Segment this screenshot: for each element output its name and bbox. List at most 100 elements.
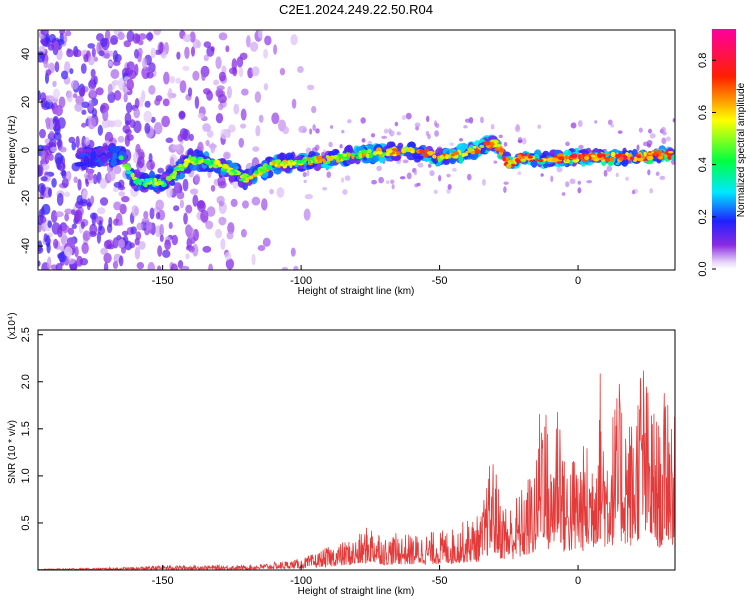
- noise-blob: [625, 176, 630, 181]
- noise-blob: [99, 197, 109, 206]
- noise-blob: [64, 213, 70, 222]
- ridge-core-blob: [635, 153, 639, 157]
- noise-blob: [262, 237, 271, 247]
- ridge-core-blob: [289, 162, 293, 169]
- ridge-core-blob: [633, 156, 638, 162]
- noise-blob: [197, 112, 205, 119]
- noise-blob: [97, 124, 103, 136]
- noise-blob: [143, 110, 153, 123]
- x-tick-label: 0: [575, 275, 581, 287]
- noise-blob: [67, 236, 75, 248]
- noise-blob: [189, 31, 196, 43]
- noise-blob: [66, 49, 74, 58]
- noise-blob: [194, 173, 201, 184]
- noise-blob: [399, 176, 406, 180]
- noise-blob: [154, 98, 161, 106]
- noise-blob: [160, 51, 167, 59]
- colorbar-ticks: 0.0 0.2 0.4 0.6 0.8: [697, 53, 716, 277]
- noise-blob: [240, 228, 247, 238]
- ridge-core-blob: [197, 156, 203, 160]
- ridge-core-blob: [657, 155, 664, 160]
- noise-blob: [617, 130, 623, 134]
- ridge-core-blob: [189, 156, 197, 162]
- noise-blob: [263, 83, 269, 91]
- noise-blob: [376, 165, 382, 172]
- ridge-core-blob: [410, 150, 415, 154]
- noise-blob: [303, 179, 307, 183]
- ridge-core-blob: [391, 148, 399, 152]
- noise-blob: [570, 122, 577, 129]
- noise-blob: [90, 90, 97, 98]
- noise-blob: [100, 38, 108, 48]
- noise-blob: [53, 238, 59, 249]
- noise-blob: [263, 48, 269, 59]
- noise-blob: [149, 207, 155, 220]
- ridge-core-blob: [606, 153, 611, 156]
- noise-blob: [251, 66, 260, 77]
- noise-blob: [169, 75, 176, 84]
- ridge-core-blob: [653, 151, 658, 157]
- noise-blob: [83, 53, 89, 63]
- x-tick-label: -100: [290, 575, 312, 587]
- noise-blob: [168, 221, 173, 230]
- noise-blob: [124, 129, 132, 135]
- noise-blob: [192, 194, 199, 207]
- noise-blob: [126, 78, 134, 91]
- ridge-core-blob: [291, 161, 296, 166]
- noise-blob: [188, 245, 195, 253]
- noise-blob: [236, 56, 244, 68]
- noise-blob: [426, 115, 430, 123]
- noise-blob: [672, 118, 675, 123]
- ridge-core-blob: [557, 156, 565, 161]
- noise-blob: [254, 91, 262, 103]
- noise-blob: [40, 176, 48, 182]
- ridge-core-blob: [643, 151, 647, 157]
- noise-blob: [231, 58, 238, 71]
- noise-blob: [210, 184, 216, 192]
- noise-blob: [459, 137, 463, 142]
- ridge-core-blob: [266, 165, 273, 171]
- noise-blob: [98, 50, 105, 57]
- noise-blob: [92, 173, 98, 185]
- ridge-core-blob: [262, 165, 266, 171]
- ridge-blob: [84, 148, 92, 153]
- noise-blob: [58, 96, 66, 109]
- ridge-blob: [228, 174, 235, 183]
- noise-blob: [311, 105, 317, 114]
- noise-blob: [446, 188, 451, 194]
- noise-blob: [215, 56, 222, 70]
- noise-blob: [73, 176, 79, 184]
- ridge-core-blob: [341, 157, 348, 161]
- noise-blob: [606, 165, 613, 172]
- noise-blob: [84, 137, 91, 146]
- noise-blob: [60, 70, 69, 80]
- noise-blob: [81, 242, 89, 254]
- noise-blob: [138, 33, 147, 40]
- noise-blob: [381, 135, 388, 139]
- ridge-blob: [285, 167, 291, 173]
- noise-blob: [206, 206, 216, 217]
- noise-blob: [163, 71, 170, 85]
- ridge-core-blob: [609, 156, 615, 162]
- noise-blob: [93, 75, 98, 86]
- noise-blob: [170, 156, 175, 168]
- ridge-core-blob: [510, 163, 516, 167]
- noise-blob: [342, 189, 348, 195]
- noise-blob: [416, 182, 421, 187]
- noise-blob: [215, 113, 224, 124]
- noise-blob: [69, 262, 78, 270]
- ridge-blob: [671, 154, 675, 160]
- noise-blob: [90, 68, 96, 78]
- noise-blob: [481, 178, 486, 186]
- noise-blob: [142, 57, 148, 70]
- ridge-core-blob: [520, 157, 527, 162]
- snr-x-axis: -150 -100 -50 0: [152, 565, 581, 587]
- ridge-core-blob: [173, 174, 177, 177]
- noise-blob: [138, 96, 144, 108]
- noise-blob: [291, 98, 297, 109]
- noise-blob: [110, 35, 119, 45]
- noise-blob: [304, 193, 313, 200]
- noise-blob: [230, 198, 238, 208]
- noise-blob: [391, 184, 395, 190]
- noise-blob: [561, 192, 566, 196]
